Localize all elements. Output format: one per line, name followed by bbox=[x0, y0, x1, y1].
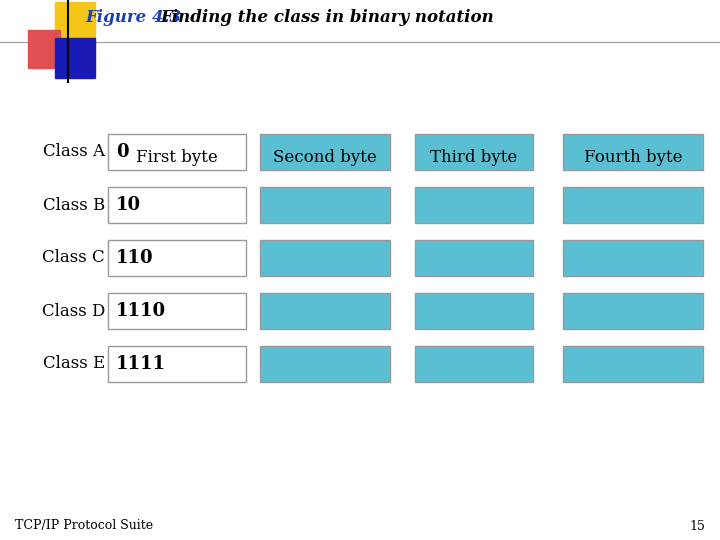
Text: Fourth byte: Fourth byte bbox=[584, 148, 683, 165]
Text: 0: 0 bbox=[116, 143, 129, 161]
Bar bbox=[563, 134, 703, 170]
Bar bbox=[563, 346, 703, 382]
Text: 15: 15 bbox=[689, 519, 705, 532]
Bar bbox=[260, 346, 390, 382]
Bar bbox=[415, 187, 533, 223]
Text: Third byte: Third byte bbox=[431, 148, 518, 165]
Bar bbox=[108, 293, 246, 329]
Bar bbox=[260, 134, 390, 170]
Text: First byte: First byte bbox=[136, 148, 218, 165]
Bar bbox=[108, 134, 246, 170]
Text: Second byte: Second byte bbox=[273, 148, 377, 165]
Bar bbox=[563, 187, 703, 223]
Bar bbox=[563, 240, 703, 276]
Text: Class C: Class C bbox=[42, 249, 105, 267]
Bar bbox=[260, 240, 390, 276]
Bar bbox=[260, 187, 390, 223]
Bar bbox=[108, 187, 246, 223]
Bar bbox=[55, 38, 95, 78]
Bar bbox=[108, 346, 246, 382]
Bar bbox=[415, 134, 533, 170]
Text: Class E: Class E bbox=[42, 355, 105, 373]
Text: Class B: Class B bbox=[42, 197, 105, 213]
Text: 110: 110 bbox=[116, 249, 153, 267]
Text: TCP/IP Protocol Suite: TCP/IP Protocol Suite bbox=[15, 519, 153, 532]
Bar bbox=[563, 293, 703, 329]
Bar bbox=[415, 240, 533, 276]
Bar bbox=[55, 2, 95, 40]
Text: Class A: Class A bbox=[43, 144, 105, 160]
Text: Figure 4.3: Figure 4.3 bbox=[85, 10, 181, 26]
Text: 1111: 1111 bbox=[116, 355, 166, 373]
Bar bbox=[415, 346, 533, 382]
Text: Class D: Class D bbox=[42, 302, 105, 320]
Bar bbox=[108, 240, 246, 276]
Bar bbox=[28, 30, 60, 68]
Text: Finding the class in binary notation: Finding the class in binary notation bbox=[160, 10, 494, 26]
Bar bbox=[260, 293, 390, 329]
Text: 1110: 1110 bbox=[116, 302, 166, 320]
Bar bbox=[415, 293, 533, 329]
Text: 10: 10 bbox=[116, 196, 141, 214]
